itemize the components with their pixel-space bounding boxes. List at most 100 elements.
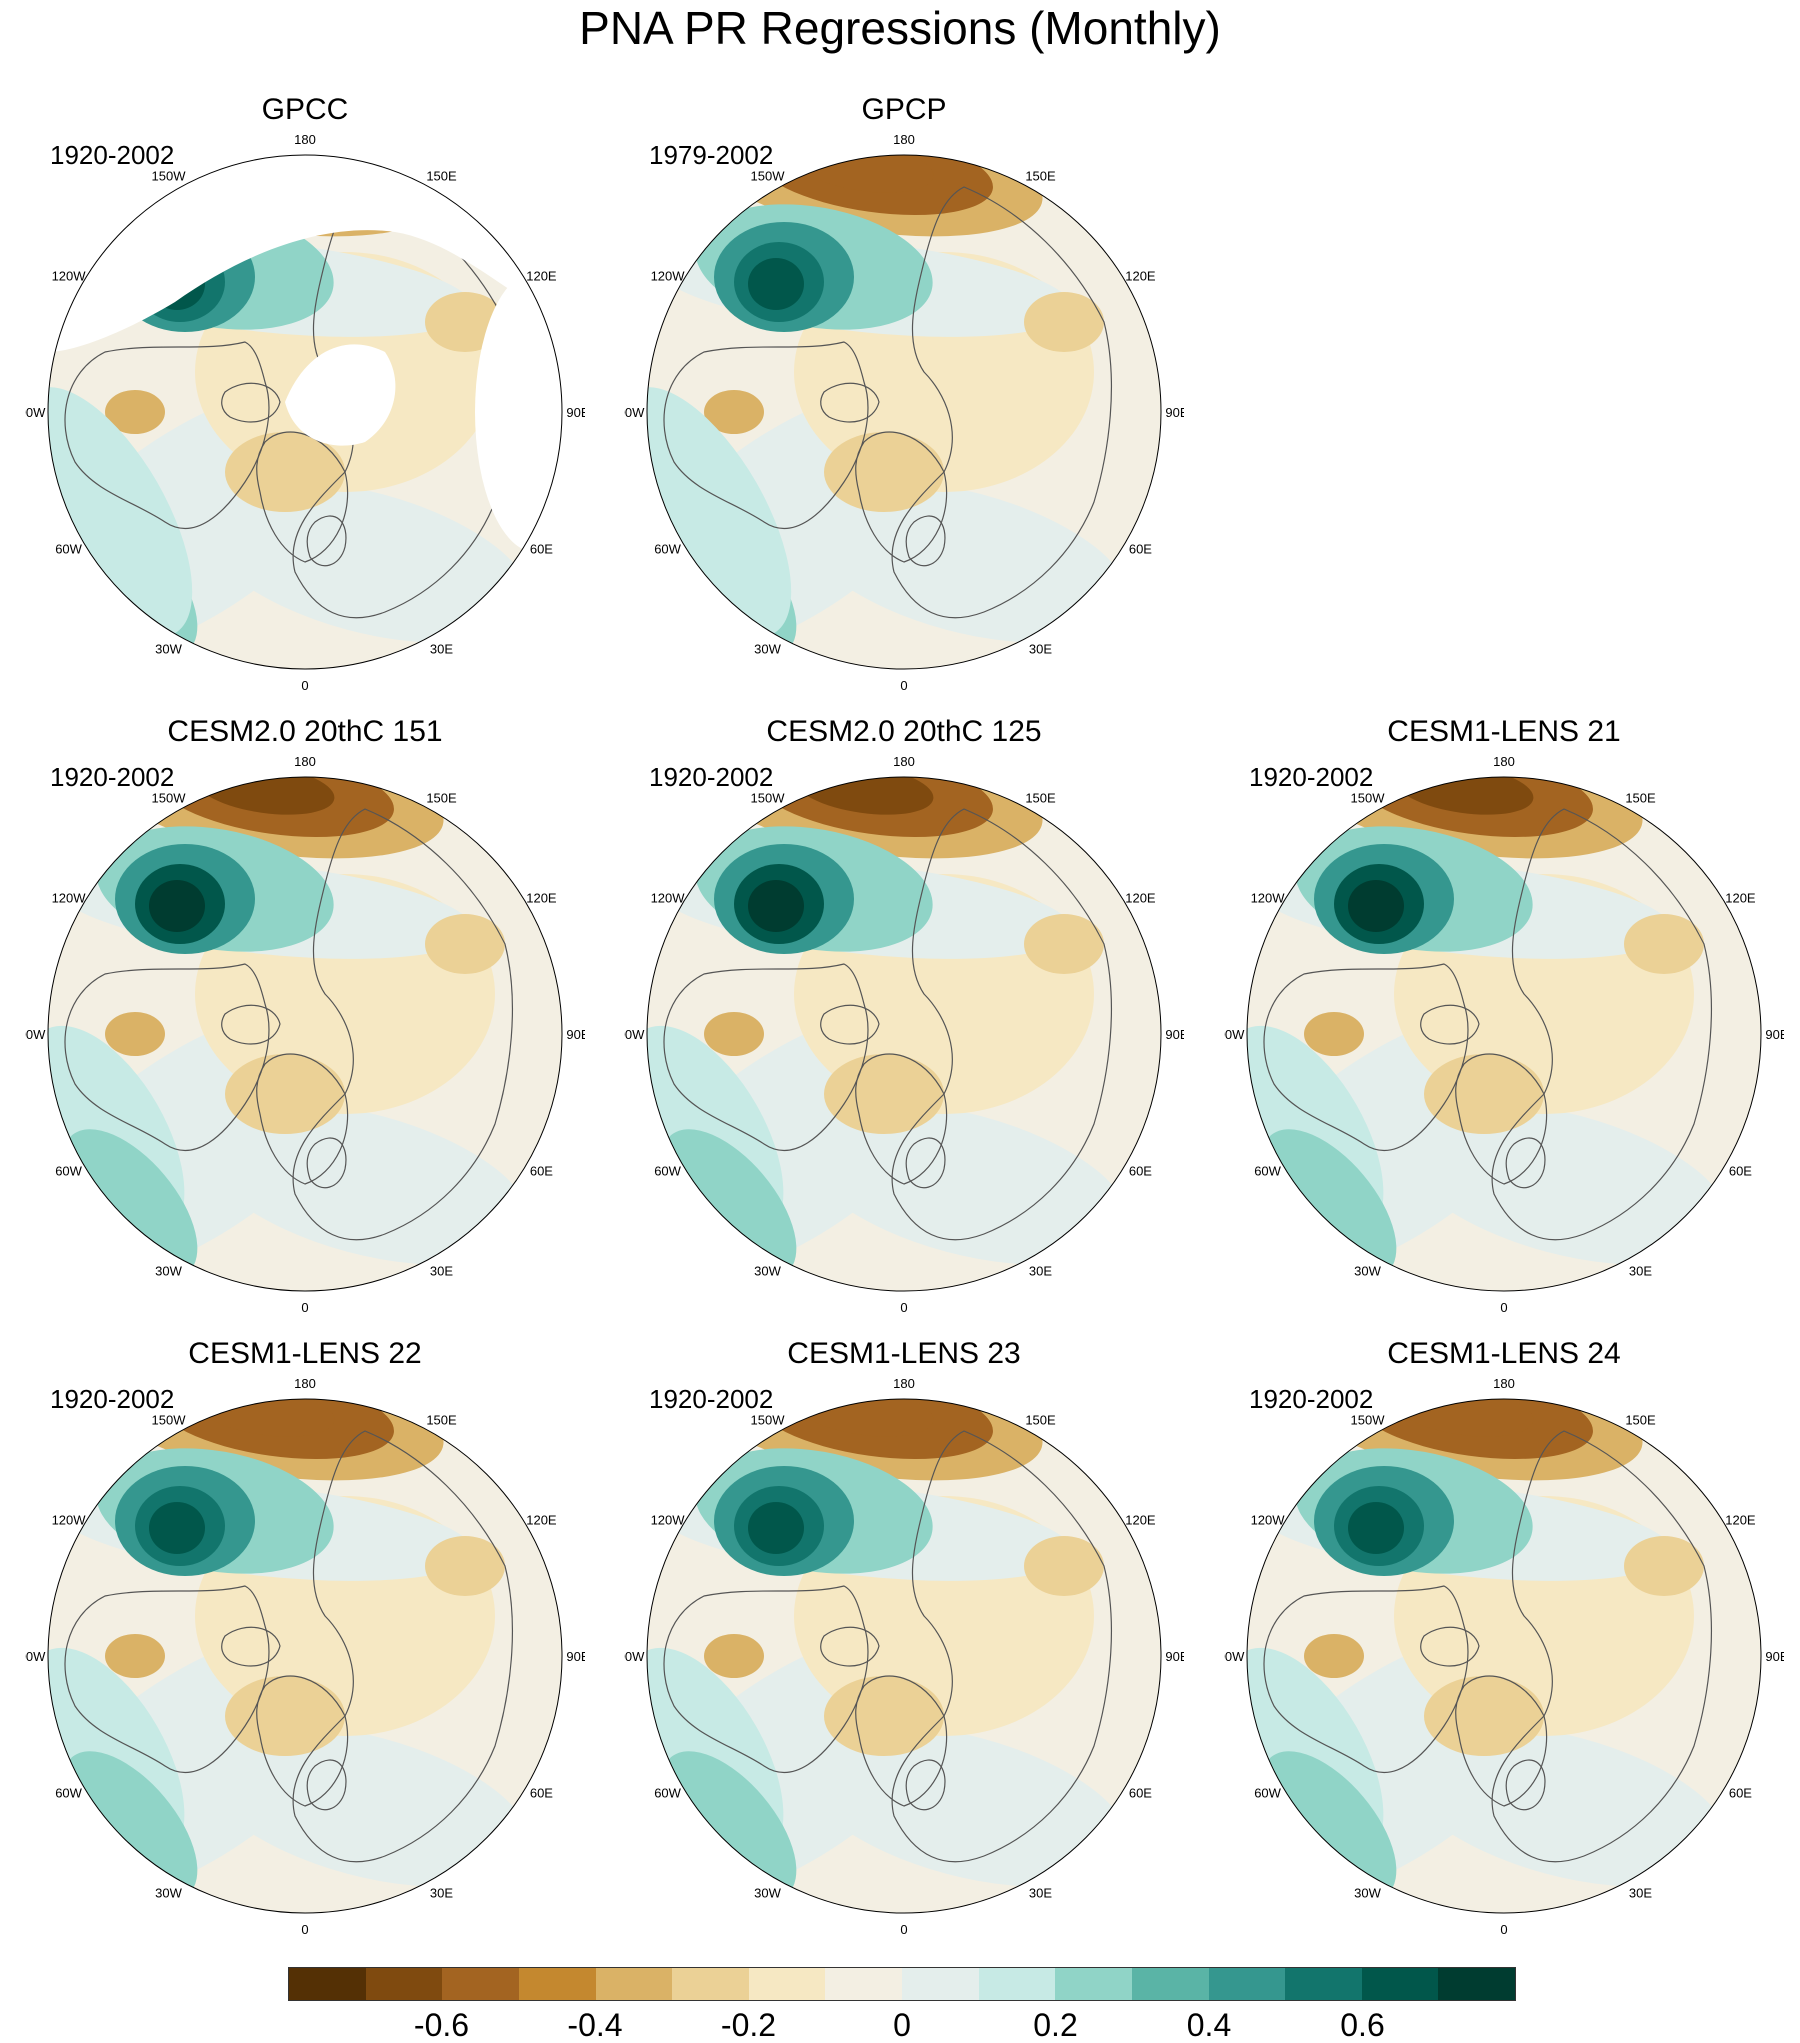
arctic-negative <box>824 1054 944 1134</box>
longitude-label: 180 <box>294 754 316 769</box>
map-field <box>48 155 562 669</box>
longitude-label: 180 <box>893 754 915 769</box>
panel-period: 1920-2002 <box>50 140 175 170</box>
eurasia-positive <box>199 1103 531 1265</box>
longitude-label: 60E <box>530 542 553 557</box>
longitude-label: 30E <box>430 1263 453 1278</box>
longitude-label: 30W <box>155 1263 182 1278</box>
polar-map: 180 150E 120E 90E 60E 30E 0 30W 60W 90W 120W 150W <box>25 754 585 1315</box>
longitude-label: 0 <box>301 1922 308 1937</box>
eurasia-positive <box>1398 1103 1730 1265</box>
longitude-label: 0 <box>301 1300 308 1315</box>
canada-negative <box>105 1634 165 1678</box>
polar-map: 180 150E 120E 90E 60E 30E 0 30W 60W 90W 120W 150W <box>624 132 1184 693</box>
longitude-label: 150E <box>426 791 457 806</box>
atlantic-positive <box>62 1129 198 1279</box>
coastline <box>292 808 514 1241</box>
eurasia-positive <box>199 1725 531 1887</box>
asia-negative <box>1024 292 1104 352</box>
asia-negative <box>1024 1536 1104 1596</box>
arctic-negative <box>824 432 944 512</box>
longitude-label: 120W <box>1251 1513 1286 1528</box>
coastline <box>1263 963 1469 1151</box>
atlantic-positive <box>647 387 792 637</box>
atlantic-positive <box>62 1751 198 1901</box>
coastline <box>1263 1585 1469 1773</box>
longitude-label: 120W <box>52 1513 87 1528</box>
canada-negative <box>1304 1634 1364 1678</box>
map-boundary <box>47 776 563 1292</box>
longitude-label: 150W <box>152 791 187 806</box>
longitude-label: 90W <box>624 405 645 420</box>
colorbar-swatch <box>595 1968 673 2000</box>
coastline <box>663 1585 869 1773</box>
map-field <box>647 155 1161 669</box>
alaska-positive <box>748 880 804 932</box>
panel-period: 1920-2002 <box>1249 1384 1374 1414</box>
missing-data-area <box>285 344 396 446</box>
longitude-label: 180 <box>294 132 316 147</box>
longitude-label: 30W <box>155 641 182 656</box>
coastline <box>820 382 880 423</box>
eurasia-positive <box>1398 1725 1730 1887</box>
coastline <box>891 808 1113 1241</box>
longitude-label: 120W <box>1251 891 1286 906</box>
panel-period: 1920-2002 <box>649 1384 774 1414</box>
longitude-label: 120W <box>52 269 87 284</box>
eurasia-positive <box>798 1103 1130 1265</box>
longitude-label: 120W <box>52 891 87 906</box>
map-panel-cesm2-151: CESM2.0 20thC 151 1920-2002 180 150E 120E 9… <box>25 714 585 1334</box>
map-field <box>1247 1399 1761 1913</box>
polar-map: 180 150E 120E 90E 60E 30E 0 30W 60W 90W 120W 150W <box>624 754 1184 1315</box>
polar-map: 180 150E 120E 90E 60E 30E 0 30W 60W 90W 120W 150W <box>624 1376 1184 1937</box>
longitude-label: 120E <box>1125 269 1156 284</box>
coastline <box>221 1626 281 1667</box>
longitude-label: 150E <box>1625 791 1656 806</box>
colorbar-swatch <box>518 1968 596 2000</box>
pacific-negative <box>794 155 934 193</box>
longitude-label: 120W <box>651 891 686 906</box>
coastline <box>64 1585 270 1773</box>
atlantic-positive <box>661 1129 797 1279</box>
map-panel-gpcp: GPCP 1979-2002 180 150E 120E 90E 60E 30E 0 30W 6… <box>624 92 1184 712</box>
coastline <box>306 515 347 567</box>
arctic-negative <box>225 1676 345 1756</box>
arctic-negative <box>225 432 345 512</box>
pacific-negative <box>1394 777 1534 815</box>
colorbar-tick-label: 0.4 <box>1186 2007 1232 2043</box>
longitude-label: 30E <box>1029 1885 1052 1900</box>
map-panel-lens-21: CESM1-LENS 21 1920-2002 180 150E 120E 90E 60… <box>1224 714 1784 1334</box>
polar-map: 180 150E 120E 90E 60E 30E 0 30W 60W 90W 120W 150W <box>1224 1376 1784 1937</box>
colorbar-swatch <box>902 1968 979 2000</box>
panel-period: 1920-2002 <box>50 1384 175 1414</box>
colorbar-tick-label: 0.2 <box>1033 2007 1078 2043</box>
map-field <box>48 1399 562 1913</box>
longitude-label: 180 <box>893 132 915 147</box>
panel-title: CESM2.0 20thC 125 <box>766 715 1042 748</box>
longitude-label: 150W <box>152 169 187 184</box>
map-field <box>1247 777 1761 1291</box>
coastline <box>1455 1675 1548 1807</box>
longitude-label: 90W <box>25 1027 46 1042</box>
pacific-negative <box>794 777 934 815</box>
panel-title: CESM2.0 20thC 151 <box>167 715 443 748</box>
asia-negative <box>425 914 505 974</box>
coastline <box>256 1053 349 1185</box>
coastline <box>292 1430 514 1863</box>
atlantic-positive <box>1261 1129 1397 1279</box>
arctic-negative <box>1424 1054 1544 1134</box>
coastline <box>306 1137 347 1189</box>
coastline <box>663 963 869 1151</box>
longitude-label: 150W <box>1351 791 1386 806</box>
longitude-label: 30W <box>754 1885 781 1900</box>
longitude-label: 90E <box>1165 1649 1184 1664</box>
longitude-label: 90E <box>566 1649 585 1664</box>
longitude-label: 60W <box>654 542 681 557</box>
canada-negative <box>1304 1012 1364 1056</box>
longitude-label: 180 <box>1493 754 1515 769</box>
arctic-negative <box>824 1676 944 1756</box>
panel-title: CESM1-LENS 24 <box>1387 1337 1621 1370</box>
colorbar-swatch <box>1055 1968 1132 2000</box>
longitude-label: 90W <box>25 405 46 420</box>
missing-data-area <box>475 272 562 552</box>
